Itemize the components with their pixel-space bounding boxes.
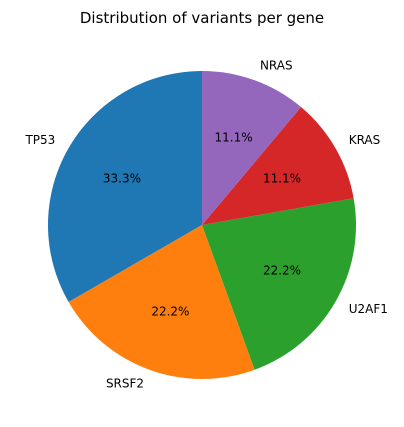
slice-label-u2af1: U2AF1 (349, 302, 388, 316)
slice-label-srsf2: SRSF2 (106, 377, 144, 391)
percent-label-tp53: 33.3% (103, 171, 141, 185)
slice-label-nras: NRAS (260, 58, 293, 72)
pie-slices (48, 71, 356, 379)
percent-label-u2af1: 22.2% (263, 264, 301, 278)
percent-label-srsf2: 22.2% (151, 304, 189, 318)
slice-label-tp53: TP53 (24, 133, 55, 147)
percent-label-nras: 11.1% (215, 131, 253, 145)
percent-label-kras: 11.1% (263, 171, 301, 185)
slice-label-kras: KRAS (349, 133, 381, 147)
chart-title: Distribution of variants per gene (80, 9, 324, 27)
